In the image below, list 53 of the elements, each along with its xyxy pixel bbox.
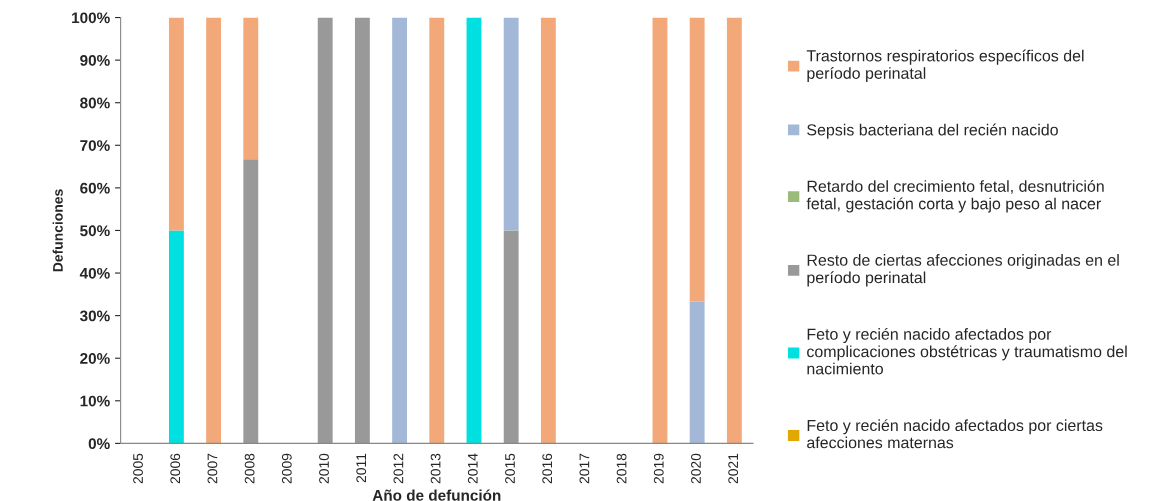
x-tick-label: 2007 [207, 453, 218, 484]
y-tick-label: 80% [80, 97, 110, 109]
x-tick-label: 2018 [616, 453, 627, 484]
bar [689, 301, 705, 444]
x-tick-label: 2008 [244, 453, 255, 484]
bar [503, 17, 519, 231]
x-tick-label: 2005 [133, 453, 143, 484]
y-tick-label: 60% [80, 182, 110, 194]
bar [243, 159, 259, 444]
y-tick-label: 100% [72, 12, 110, 24]
bar [466, 17, 482, 444]
x-tick-label: 2012 [393, 453, 404, 484]
bar [726, 17, 742, 444]
x-tick-label: 2009 [281, 453, 292, 484]
y-tick-label: 30% [79, 310, 110, 322]
x-tick-label: 2015 [505, 453, 515, 484]
y-tick-label: 20% [80, 353, 110, 364]
bar [354, 17, 370, 444]
y-tick-label: 70% [80, 140, 110, 151]
bar [392, 17, 408, 444]
y-tick-label: 90% [80, 54, 110, 66]
x-axis-title: Año de defunción [372, 489, 501, 501]
x-tick-label: 2020 [691, 453, 701, 484]
legend-label: Resto de ciertas afecciones originadas en el período perinatal [807, 254, 1119, 287]
legend-label: Feto y recién nacido afectados por ciertas afecciones maternas [807, 419, 1103, 449]
bar [243, 17, 259, 160]
x-tick-label: 2016 [542, 453, 553, 484]
bar [689, 17, 705, 302]
bar [429, 17, 445, 444]
x-tick-label: 2006 [170, 453, 181, 484]
bar [206, 17, 222, 444]
x-tick-label: 2011 [356, 453, 367, 483]
bar [652, 17, 668, 444]
x-tick-label: 2010 [319, 453, 329, 484]
bar [168, 17, 184, 231]
legend-label: Trastornos respiratorios específicos del período perinatal [806, 49, 1084, 83]
bar [540, 17, 556, 444]
y-tick-label: 40% [79, 267, 110, 279]
x-tick-label: 2019 [653, 453, 664, 484]
x-tick-label: 2013 [430, 453, 441, 484]
x-tick-label: 2021 [728, 453, 739, 484]
x-tick-label: 2017 [579, 453, 590, 484]
y-tick-label: 0% [88, 438, 110, 450]
legend-label: Retardo del crecimiento fetal, desnutrición fetal, gestación corta y bajo peso al nacer [806, 180, 1104, 213]
bar [317, 17, 333, 444]
bar [503, 230, 519, 444]
legend-label: Feto y recién nacido afectados por complicaciones obstétricas y traumatismo del nacimiento [807, 327, 1127, 375]
bar [168, 230, 184, 444]
y-axis-title: Defunciones [52, 189, 63, 272]
x-tick-label: 2014 [467, 453, 478, 484]
legend-label: Sepsis bacteriana del recién nacido [807, 123, 1058, 139]
y-tick-label: 10% [80, 395, 110, 407]
y-tick-label: 50% [80, 225, 110, 237]
